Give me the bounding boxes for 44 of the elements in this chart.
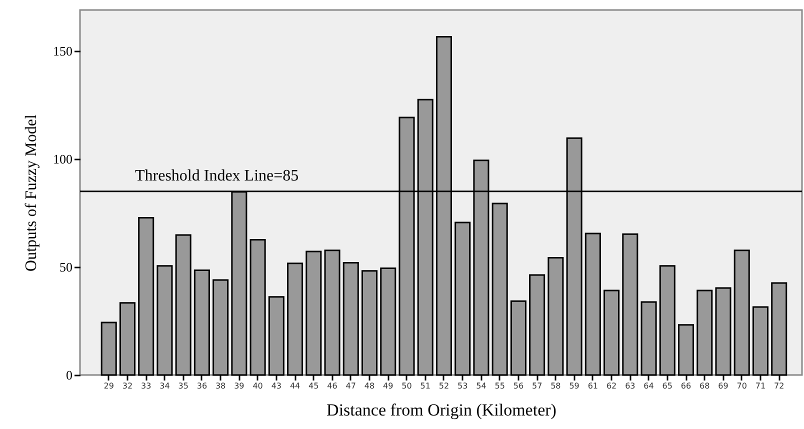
- x-tick-label: 63: [625, 382, 636, 390]
- x-tick-label: 45: [308, 382, 319, 390]
- ref-line-label: Threshold Index Line=85: [135, 167, 299, 184]
- x-tick-label: 36: [196, 382, 208, 390]
- x-tick-label: 44: [290, 382, 300, 390]
- x-axis-title: Distance from Origin (Kilometer): [326, 400, 556, 420]
- x-tick-label: 48: [364, 382, 375, 390]
- x-tick-label: 71: [755, 382, 766, 390]
- y-axis-title: Outputs of Fuzzy Model: [23, 114, 40, 272]
- x-tick-label: 66: [680, 382, 692, 390]
- x-tick-label: 38: [215, 382, 226, 390]
- x-tick-label: 55: [494, 382, 505, 390]
- x-tick-label: 52: [438, 382, 450, 390]
- x-tick-label: 39: [234, 382, 244, 390]
- x-tick-label: 58: [550, 382, 561, 390]
- y-tick-label: 0: [66, 368, 72, 382]
- x-tick-label: 72: [774, 382, 784, 390]
- x-tick-label: 61: [588, 382, 598, 390]
- x-tick-label: 50: [402, 382, 412, 390]
- y-tick-label: 50: [60, 260, 72, 275]
- x-tick-label: 56: [513, 382, 524, 390]
- x-tick-label: 35: [178, 382, 188, 390]
- x-tick-label: 62: [606, 382, 617, 390]
- x-tick-label: 34: [160, 382, 170, 390]
- x-tick-label: 32: [122, 382, 133, 390]
- x-tick-label: 29: [104, 382, 114, 390]
- x-tick-label: 59: [569, 382, 580, 390]
- y-tick-label: 150: [53, 44, 72, 59]
- x-tick-label: 69: [718, 382, 728, 390]
- x-tick-label: 46: [327, 382, 338, 390]
- x-tick-label: 40: [252, 382, 263, 390]
- y-tick-label: 100: [53, 152, 72, 167]
- x-tick-label: 65: [662, 382, 672, 390]
- x-tick-label: 33: [141, 382, 152, 390]
- x-tick-label: 49: [383, 382, 394, 390]
- x-tick-label: 53: [458, 382, 468, 390]
- x-tick-label: 47: [346, 382, 356, 390]
- x-tick-label: 43: [271, 382, 282, 390]
- x-tick-label: 51: [420, 382, 430, 390]
- x-tick-label: 70: [736, 382, 747, 390]
- x-tick-label: 68: [700, 382, 710, 390]
- x-tick-label: 64: [644, 382, 654, 390]
- x-tick-label: 54: [476, 382, 486, 390]
- x-tick-label: 57: [532, 382, 542, 390]
